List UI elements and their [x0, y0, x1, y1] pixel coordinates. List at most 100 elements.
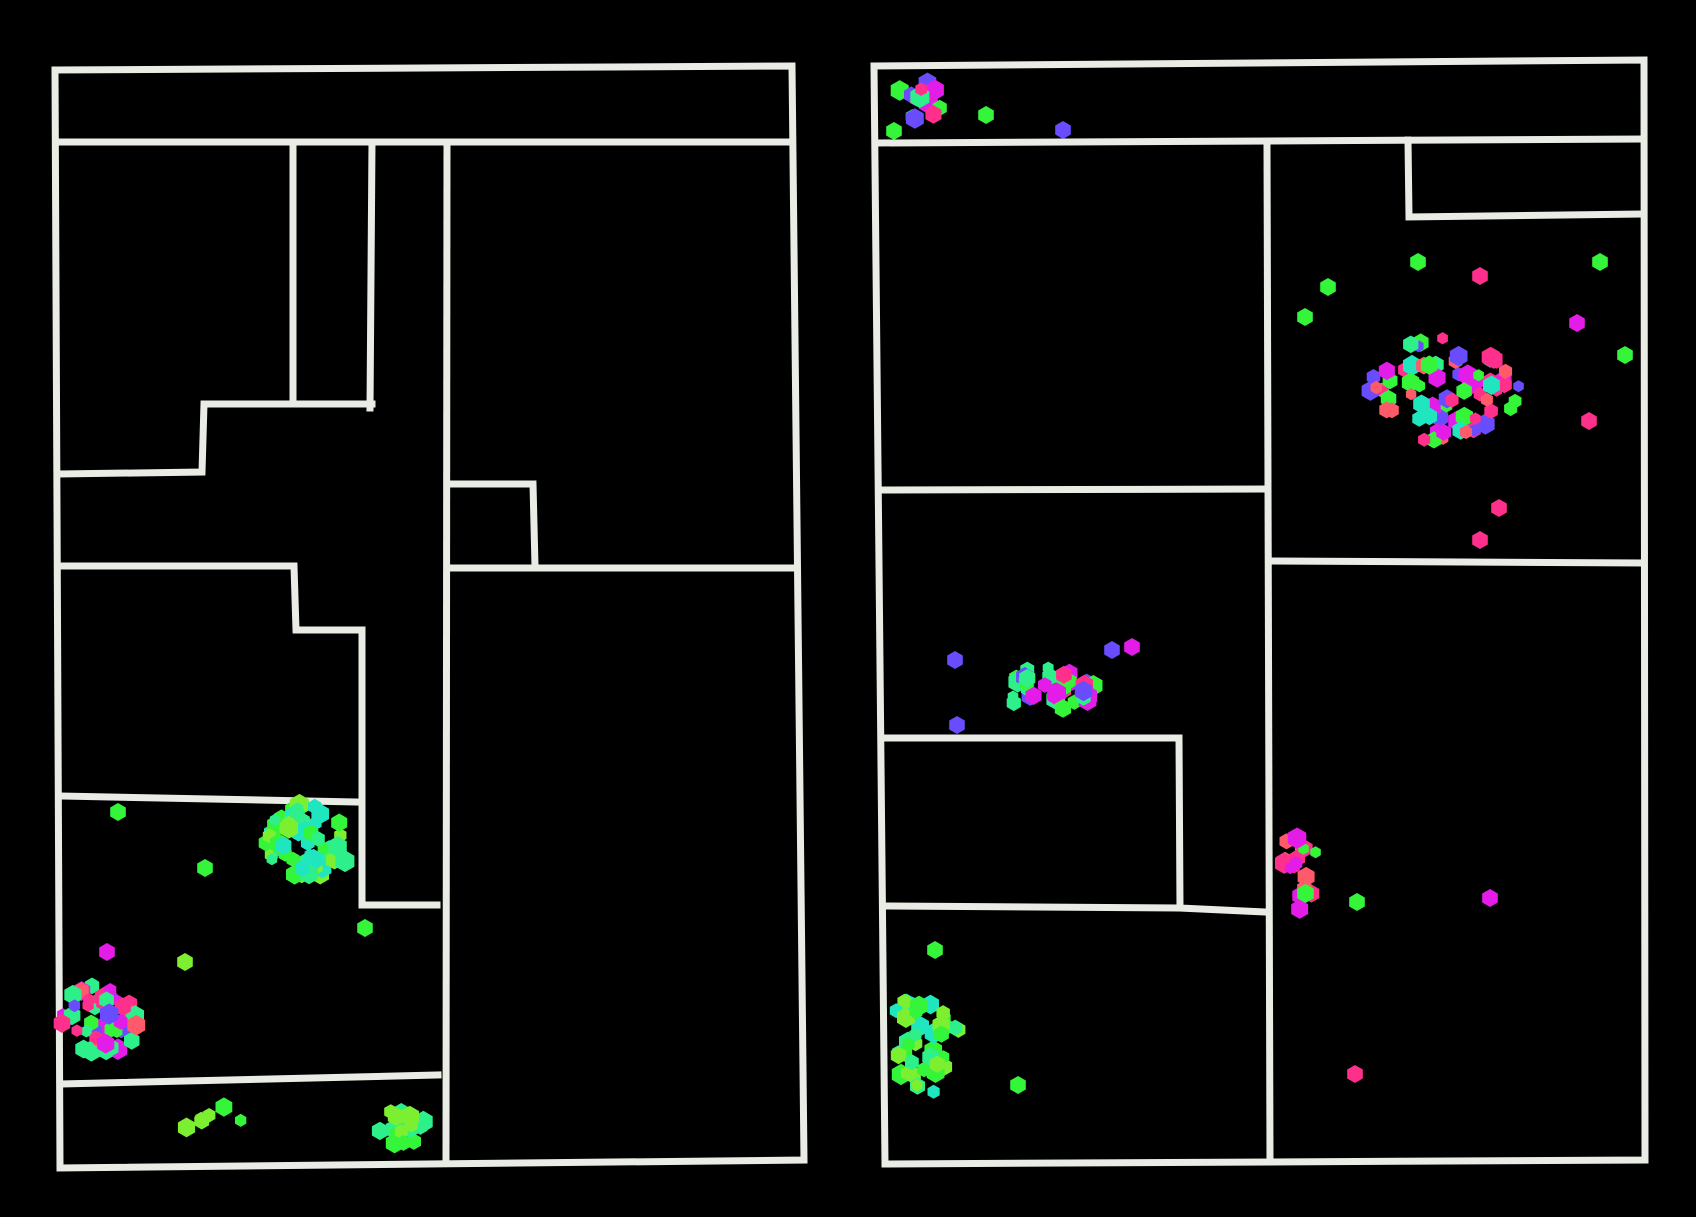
- right-floor-plan: [870, 56, 1649, 1168]
- marker: [1074, 680, 1093, 702]
- marker: [901, 1065, 914, 1081]
- marker: [275, 836, 292, 855]
- marker: [1124, 638, 1140, 656]
- left-inner-wall: [447, 480, 539, 570]
- marker: [71, 1024, 83, 1037]
- marker: [1054, 699, 1072, 718]
- marker: [235, 1113, 247, 1127]
- marker: [1349, 893, 1365, 911]
- marker: [1472, 531, 1488, 549]
- marker: [1006, 694, 1021, 712]
- marker: [927, 941, 943, 959]
- marker: [1491, 499, 1507, 517]
- marker: [1405, 388, 1417, 401]
- marker: [1010, 1076, 1026, 1094]
- right-header-wall: [874, 135, 1646, 147]
- marker: [1056, 665, 1072, 684]
- marker: [925, 105, 942, 124]
- left-inner-wall: [366, 138, 376, 412]
- marker: [1473, 369, 1484, 382]
- marker: [978, 106, 994, 124]
- marker: [1482, 889, 1498, 907]
- marker: [384, 1104, 398, 1120]
- marker: [404, 1116, 418, 1133]
- marker: [1569, 314, 1585, 332]
- marker: [114, 997, 131, 1017]
- marker: [1042, 661, 1054, 675]
- marker: [948, 1019, 963, 1036]
- marker: [282, 815, 295, 831]
- marker: [291, 802, 304, 816]
- marker: [1403, 335, 1419, 354]
- marker: [124, 1031, 140, 1050]
- marker: [1472, 267, 1488, 285]
- marker: [1498, 363, 1513, 379]
- marker: [1437, 332, 1448, 345]
- marker: [1581, 412, 1597, 430]
- marker: [1436, 423, 1451, 441]
- marker: [97, 1033, 115, 1054]
- marker: [1428, 367, 1446, 388]
- marker: [64, 984, 82, 1005]
- marker: [1291, 899, 1309, 919]
- marker: [1413, 379, 1426, 393]
- marker: [331, 813, 348, 832]
- marker: [909, 1027, 922, 1042]
- marker: [1459, 425, 1473, 440]
- marker: [911, 1078, 923, 1092]
- marker: [308, 798, 322, 815]
- marker: [1480, 392, 1493, 407]
- marker: [905, 1054, 919, 1071]
- marker: [1413, 394, 1430, 414]
- marker: [1592, 253, 1608, 271]
- marker: [1297, 883, 1314, 903]
- marker: [328, 836, 347, 858]
- marker: [1421, 407, 1438, 426]
- marker: [83, 993, 95, 1007]
- right-main-divider-wall: [1263, 141, 1274, 1166]
- marker: [1019, 668, 1036, 688]
- marker: [357, 919, 373, 937]
- marker: [1320, 278, 1336, 296]
- marker: [110, 803, 126, 821]
- marker: [1038, 677, 1052, 693]
- marker: [949, 716, 965, 734]
- marker: [127, 1014, 146, 1036]
- marker: [1366, 369, 1381, 385]
- marker: [75, 1039, 92, 1059]
- marker: [269, 813, 281, 826]
- marker: [1297, 308, 1313, 326]
- marker: [934, 1025, 949, 1043]
- marker: [927, 1084, 940, 1099]
- marker: [1456, 382, 1472, 400]
- right-outer-wall: [870, 56, 1649, 1168]
- right-inner-wall: [880, 734, 1268, 916]
- marker: [906, 108, 924, 129]
- marker: [947, 651, 963, 669]
- marker: [890, 1046, 907, 1065]
- marker: [1513, 380, 1524, 393]
- right-inner-wall: [880, 902, 1180, 912]
- marker: [195, 1111, 208, 1126]
- marker: [1449, 345, 1468, 367]
- marker: [371, 1121, 388, 1141]
- marker: [1617, 346, 1633, 364]
- marker: [1445, 392, 1459, 408]
- left-inner-wall: [54, 562, 441, 909]
- marker: [902, 1036, 915, 1052]
- marker: [396, 1134, 411, 1151]
- marker: [1378, 361, 1395, 381]
- right-inner-wall: [1404, 136, 1644, 221]
- marker: [215, 1097, 233, 1117]
- marker: [1289, 856, 1303, 871]
- marker: [1418, 432, 1431, 447]
- marker: [1410, 253, 1426, 271]
- marker: [1476, 413, 1495, 435]
- marker: [1455, 406, 1473, 427]
- left-inner-wall: [58, 400, 376, 478]
- marker: [1384, 402, 1399, 419]
- marker: [1055, 121, 1071, 139]
- left-floor-plan: [51, 62, 808, 1172]
- marker: [80, 1025, 92, 1038]
